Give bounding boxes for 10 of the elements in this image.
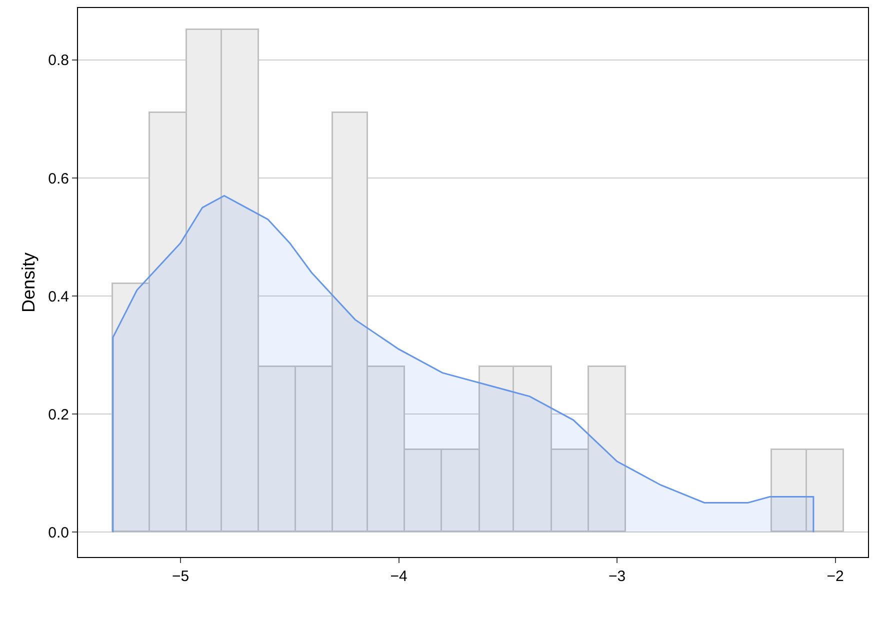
y-tick-label: 0.0 [48, 524, 69, 542]
y-tick-label: 0.4 [48, 288, 69, 306]
x-tick-label: −2 [826, 568, 844, 585]
y-axis-title: Density [18, 252, 38, 313]
y-tick-label: 0.2 [48, 406, 69, 424]
x-tick-label: −5 [172, 568, 190, 585]
y-tick-label: 0.6 [48, 170, 69, 188]
x-tick-label: −3 [608, 568, 626, 585]
x-tick-label: −4 [390, 568, 408, 585]
y-tick-label: 0.8 [48, 52, 69, 70]
